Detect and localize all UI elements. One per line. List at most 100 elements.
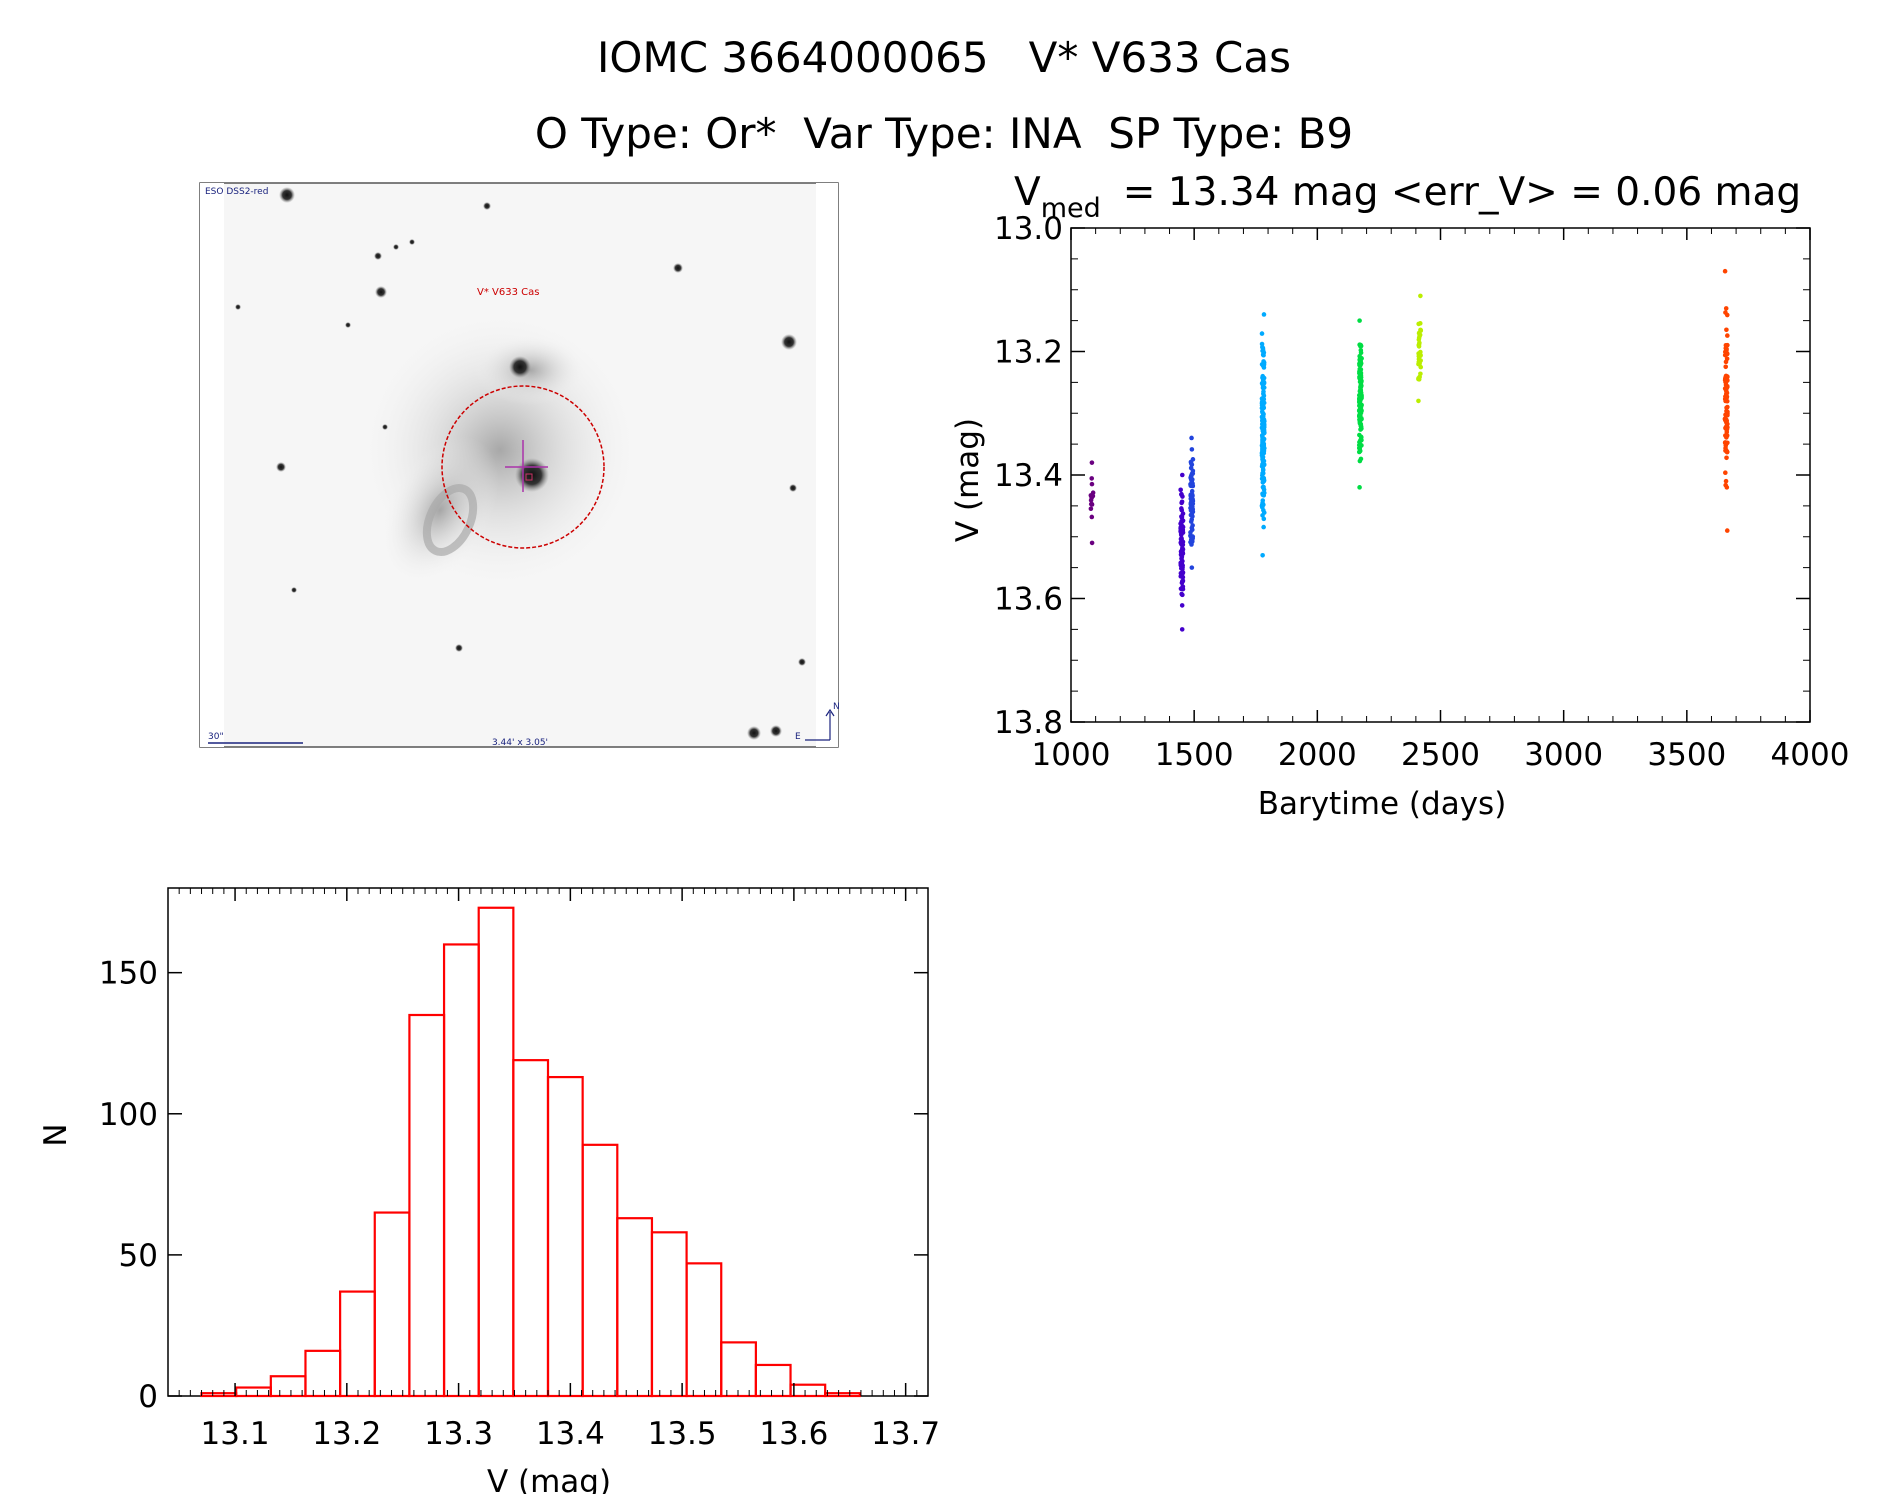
data-point bbox=[1189, 508, 1195, 513]
data-point bbox=[1260, 415, 1266, 420]
star-dot bbox=[798, 658, 806, 666]
data-point bbox=[1189, 472, 1194, 478]
data-point bbox=[1723, 478, 1729, 484]
data-point bbox=[1179, 527, 1185, 533]
y-tick-label: 0 bbox=[138, 1379, 158, 1415]
fov-label: 3.44' x 3.05' bbox=[492, 738, 548, 748]
data-point bbox=[1089, 460, 1095, 465]
histogram-bar bbox=[408, 1013, 446, 1398]
x-tick-label: 13.4 bbox=[536, 1416, 605, 1452]
data-point bbox=[1179, 472, 1185, 478]
light-curve-chart: Vmed = 13.34 mag <err_V> = 0.06 mag Baryt… bbox=[950, 170, 1849, 822]
data-point bbox=[1357, 407, 1362, 413]
data-point bbox=[1260, 458, 1266, 464]
data-point bbox=[1190, 534, 1196, 539]
y-tick-label: 13.2 bbox=[994, 335, 1063, 371]
data-point bbox=[1724, 455, 1729, 461]
data-point bbox=[1260, 433, 1265, 438]
data-point bbox=[1190, 483, 1196, 489]
data-point bbox=[1089, 514, 1095, 520]
star-dot bbox=[235, 304, 241, 310]
data-point bbox=[1178, 487, 1183, 493]
x-tick-label: 1000 bbox=[1032, 737, 1111, 773]
data-point bbox=[1188, 461, 1194, 466]
histogram-bar bbox=[581, 1143, 619, 1398]
histogram-bar bbox=[650, 1231, 688, 1398]
data-point bbox=[1259, 504, 1265, 510]
data-point bbox=[1358, 378, 1364, 383]
star-dot bbox=[276, 462, 286, 472]
y-tick-label: 100 bbox=[99, 1097, 158, 1133]
data-point bbox=[1180, 584, 1186, 589]
light-curve-title: Vmed = 13.34 mag <err_V> = 0.06 mag bbox=[1014, 170, 1801, 224]
data-point bbox=[1190, 496, 1195, 502]
histogram-bar bbox=[754, 1363, 792, 1398]
data-point bbox=[1260, 492, 1266, 498]
data-point bbox=[1418, 327, 1423, 333]
data-point bbox=[1418, 293, 1423, 299]
histogram-bar bbox=[789, 1383, 827, 1398]
data-point bbox=[1261, 516, 1267, 522]
data-point bbox=[1724, 429, 1730, 435]
data-point bbox=[1089, 495, 1094, 500]
histogram-bar bbox=[235, 1386, 272, 1398]
data-point bbox=[1724, 485, 1730, 490]
scale-label: 30" bbox=[208, 732, 224, 742]
data-point bbox=[1724, 405, 1729, 411]
data-point bbox=[1358, 456, 1364, 462]
data-point bbox=[1723, 394, 1728, 399]
data-point bbox=[1260, 467, 1266, 472]
data-point bbox=[1725, 384, 1730, 390]
histogram-bar bbox=[304, 1349, 342, 1398]
star-dot bbox=[382, 424, 388, 430]
data-point bbox=[1724, 374, 1730, 379]
data-point bbox=[1189, 435, 1194, 441]
data-point bbox=[1358, 342, 1363, 348]
x-tick-label: 13.2 bbox=[312, 1416, 381, 1452]
data-point bbox=[1189, 565, 1195, 570]
histogram-chart: V (mag) N 13.1 13.2 13.3 13.4 13.5 13.6 13.7 0 5… bbox=[38, 887, 940, 1494]
histogram-bar bbox=[373, 1211, 411, 1398]
data-point bbox=[1178, 521, 1184, 526]
page-title: IOMC 3664000065 V* V633 Cas bbox=[597, 33, 1291, 82]
target-label: V* V633 Cas bbox=[477, 287, 539, 298]
light-curve-ylabel: V (mag) bbox=[950, 418, 986, 542]
star-dot bbox=[393, 244, 399, 250]
north-label: N bbox=[833, 702, 840, 712]
star-dot bbox=[747, 726, 761, 740]
data-point bbox=[1261, 359, 1266, 364]
east-label: E bbox=[795, 732, 801, 742]
data-point bbox=[1722, 416, 1728, 422]
data-point bbox=[1723, 398, 1728, 404]
x-tick-label: 13.6 bbox=[759, 1416, 828, 1452]
data-point bbox=[1416, 376, 1421, 382]
data-point bbox=[1260, 352, 1266, 357]
data-point bbox=[1088, 506, 1094, 512]
data-point bbox=[1723, 470, 1728, 475]
star-dot bbox=[345, 322, 351, 328]
data-point bbox=[1417, 340, 1422, 346]
histogram-ylabel: N bbox=[38, 1123, 74, 1146]
histogram-bar bbox=[442, 943, 480, 1398]
sky-thumbnail: ESO DSS2-red V* V633 Cas 30" 3.44' x 3.0… bbox=[199, 182, 840, 748]
star-dot bbox=[770, 725, 782, 737]
data-point bbox=[1261, 389, 1266, 394]
data-point bbox=[1260, 345, 1266, 351]
star-dot bbox=[673, 263, 683, 273]
histogram-bar bbox=[512, 1059, 550, 1398]
data-point bbox=[1260, 455, 1265, 460]
data-point bbox=[1089, 481, 1095, 487]
data-point bbox=[1724, 356, 1730, 362]
data-point bbox=[1724, 327, 1729, 333]
data-point bbox=[1416, 361, 1421, 367]
star-dot bbox=[455, 644, 463, 652]
data-point bbox=[1189, 537, 1195, 543]
data-point bbox=[1088, 501, 1094, 507]
y-tick-label: 13.6 bbox=[994, 582, 1063, 618]
data-point bbox=[1179, 603, 1185, 608]
data-point bbox=[1724, 420, 1729, 426]
title-subscript: med bbox=[1041, 193, 1101, 224]
data-point bbox=[1260, 480, 1266, 485]
data-point bbox=[1416, 344, 1422, 349]
data-point bbox=[1357, 417, 1362, 422]
